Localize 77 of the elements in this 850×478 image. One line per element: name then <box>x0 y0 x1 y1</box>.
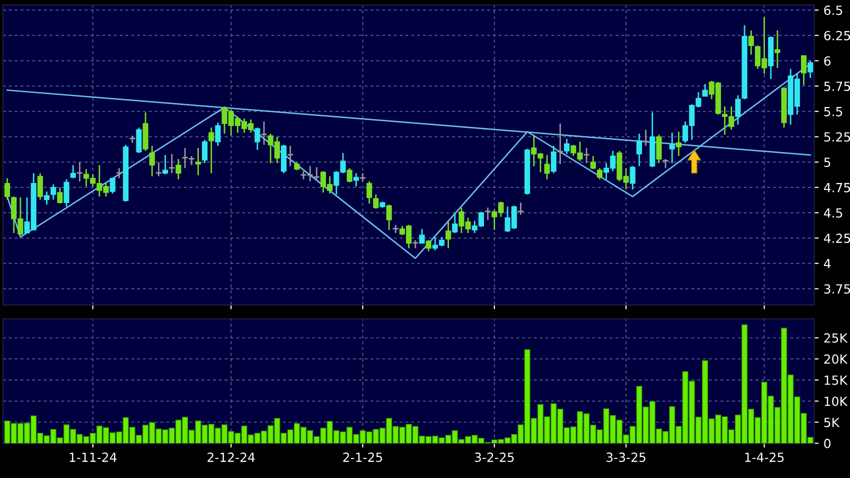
y-tick-label: 0 <box>824 438 830 448</box>
candlestick <box>156 161 162 177</box>
candlestick <box>662 158 668 169</box>
candlestick <box>419 228 425 244</box>
candlestick <box>636 133 642 167</box>
candlestick <box>208 126 214 174</box>
candlestick <box>4 178 10 200</box>
y-tick-label: 5.5 <box>824 107 842 116</box>
y-tick-label: 3.75 <box>824 284 850 294</box>
x-tick-label: 1-4-25 <box>745 452 784 462</box>
y-tick-label: 5K <box>824 418 840 428</box>
candlestick <box>373 194 379 210</box>
y-tick-label: 4 <box>824 259 831 268</box>
candlestick <box>346 167 352 184</box>
candlestick <box>485 206 491 221</box>
candlestick <box>110 178 116 194</box>
candlestick <box>37 172 43 200</box>
candlestick <box>669 132 675 164</box>
candlestick <box>70 164 76 179</box>
candlestick <box>44 190 50 206</box>
candlestick <box>800 54 807 86</box>
candlestick <box>656 134 662 164</box>
candlestick <box>702 83 708 97</box>
x-tick-label: 3-3-25 <box>606 452 646 462</box>
candlestick <box>550 145 556 174</box>
candlestick <box>353 172 359 188</box>
candlestick <box>426 239 432 252</box>
candlestick <box>630 165 636 190</box>
x-tick-label: 2-12-24 <box>208 452 255 462</box>
candlestick <box>446 220 452 249</box>
candlestick <box>162 154 168 175</box>
candlestick <box>50 184 56 200</box>
candlestick <box>386 204 392 231</box>
candlestick <box>202 139 208 164</box>
candlestick <box>64 178 70 208</box>
candlestick <box>169 153 175 174</box>
y-tick-label: 4.5 <box>824 208 842 218</box>
candlestick <box>176 158 182 180</box>
y-tick-label: 6.25 <box>824 30 850 40</box>
candlestick <box>808 60 814 79</box>
candlestick <box>195 147 201 176</box>
candlestick <box>57 186 63 204</box>
candlestick <box>774 30 780 69</box>
candlestick <box>676 130 682 157</box>
candlestick <box>518 202 524 216</box>
candlestick <box>735 94 741 126</box>
candlestick <box>544 154 550 180</box>
y-tick-label: 4.75 <box>824 183 850 192</box>
candlestick <box>261 120 267 146</box>
candlestick <box>116 167 122 179</box>
y-tick-label: 25K <box>824 333 848 343</box>
y-tick-label: 5.75 <box>824 82 850 92</box>
y-tick-label: 20K <box>824 354 848 364</box>
candlestick <box>557 122 563 165</box>
x-tick-label: 3-2-25 <box>474 452 514 462</box>
candlestick <box>452 212 458 234</box>
candlestick <box>564 138 570 155</box>
y-tick-label: 6.5 <box>824 6 842 16</box>
candlestick <box>149 145 155 177</box>
candlestick <box>748 30 754 56</box>
candlestick <box>584 147 590 164</box>
y-tick-label: 5.25 <box>824 132 850 142</box>
y-tick-label: 15K <box>824 376 848 385</box>
candlestick <box>136 126 142 154</box>
x-tick-label: 1-11-24 <box>70 452 117 462</box>
candlestick <box>215 122 221 147</box>
y-tick-label: 5 <box>824 158 830 168</box>
candlestick <box>596 167 602 180</box>
candlestick <box>590 155 596 170</box>
candlestick <box>76 161 82 182</box>
y-tick-label: 4.25 <box>824 234 850 244</box>
y-tick-label: 10K <box>824 396 848 406</box>
candlestick <box>254 126 260 151</box>
candlestick <box>366 180 372 204</box>
x-tick-label: 2-1-25 <box>343 452 382 462</box>
candlestick <box>288 145 294 167</box>
y-tick-label: 6 <box>824 56 830 66</box>
